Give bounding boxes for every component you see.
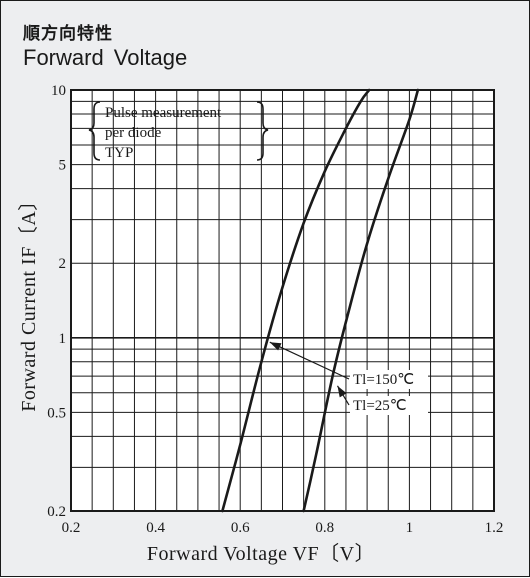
annotation-label-tl-25c: Tl=25℃ bbox=[353, 398, 407, 414]
y-tick-label: 2 bbox=[59, 256, 67, 272]
x-tick-label: 1.2 bbox=[485, 520, 504, 536]
y-tick-label: 10 bbox=[51, 83, 66, 99]
series-curves bbox=[221, 88, 420, 513]
y-axis-ticks: 0.2 0.5 1 2 5 10 bbox=[47, 83, 66, 520]
note-line-1: Pulse measurement bbox=[105, 105, 222, 121]
annotation-label-background bbox=[350, 370, 428, 389]
annotation-arrowhead bbox=[269, 342, 282, 351]
x-tick-label: 0.2 bbox=[62, 520, 81, 536]
x-tick-label: 1 bbox=[406, 520, 414, 536]
series-line-tl-150c bbox=[221, 88, 371, 513]
y-tick-label: 0.2 bbox=[47, 504, 66, 520]
x-tick-label: 0.4 bbox=[146, 520, 165, 536]
note-line-3: TYP bbox=[105, 145, 133, 161]
note-bracket-right bbox=[256, 101, 269, 161]
series-line-tl-25c bbox=[302, 88, 420, 513]
annotation-label-tl-150c: Tl=150℃ bbox=[353, 372, 414, 388]
curve-annotations: Tl=150℃ Tl=25℃ bbox=[269, 341, 428, 415]
note-bracket-left bbox=[88, 101, 101, 161]
x-tick-label: 0.6 bbox=[231, 520, 250, 536]
note-line-2: per diode bbox=[105, 125, 162, 141]
plot-border bbox=[70, 89, 495, 512]
x-axis-ticks: 0.2 0.4 0.6 0.8 1 1.2 bbox=[62, 520, 504, 536]
annotation-arrowhead bbox=[337, 385, 347, 398]
y-tick-label: 5 bbox=[59, 158, 67, 174]
x-tick-label: 0.8 bbox=[315, 520, 334, 536]
annotation-label-background bbox=[350, 396, 428, 415]
chart-title-japanese: 順方向特性 bbox=[23, 24, 113, 44]
chart-title-english: Forward Voltage bbox=[23, 45, 188, 70]
x-axis-label: Forward Voltage VF〔V〕 bbox=[147, 542, 375, 565]
annotation-arrow-line bbox=[269, 341, 350, 380]
grid-lines bbox=[71, 90, 494, 511]
y-tick-label: 0.5 bbox=[47, 405, 66, 421]
y-tick-label: 1 bbox=[59, 331, 67, 347]
measurement-note: Pulse measurement per diode TYP bbox=[88, 101, 269, 161]
y-axis-label: Forward Current IF〔A〕 bbox=[17, 190, 40, 412]
